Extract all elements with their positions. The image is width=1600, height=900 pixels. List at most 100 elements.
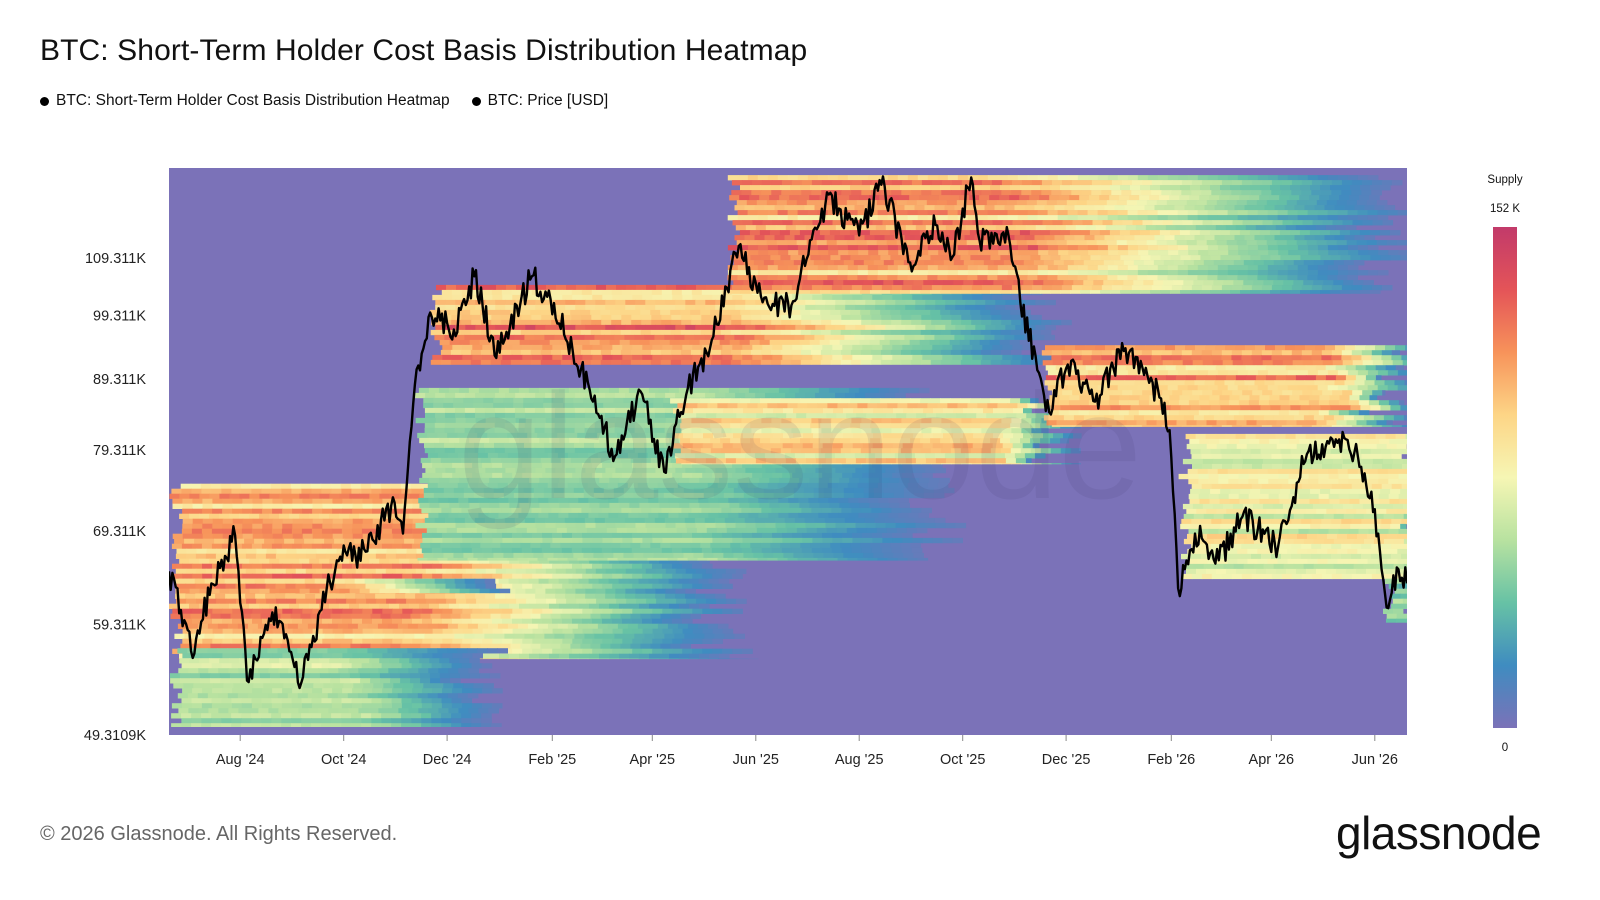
heatmap-cell [332, 688, 343, 694]
heatmap-cell [321, 698, 333, 704]
heatmap-cell [242, 533, 254, 539]
heatmap-cell [631, 289, 643, 296]
heatmap-cell [422, 462, 433, 469]
heatmap-cell [197, 648, 208, 654]
heatmap-cell [552, 618, 563, 624]
heatmap-cell [619, 653, 630, 659]
heatmap-cell [506, 598, 517, 604]
heatmap-cell [681, 314, 692, 321]
heatmap-cell [506, 284, 517, 291]
heatmap-cell [790, 542, 801, 549]
heatmap-cell [331, 488, 342, 494]
heatmap-cell [180, 613, 192, 619]
legend-item-price[interactable]: BTC: Price [USD] [471, 92, 608, 110]
heatmap-cell [788, 387, 800, 394]
heatmap-cell [311, 528, 323, 534]
heatmap-cell [262, 618, 273, 624]
heatmap-cell [503, 487, 515, 494]
heatmap-cell [315, 568, 327, 574]
heatmap-cell [562, 628, 574, 634]
heatmap-cell [658, 387, 670, 394]
heatmap-cell [995, 324, 1006, 331]
heatmap-cell [945, 299, 956, 306]
heatmap-cell [332, 518, 344, 524]
heatmap-cell [657, 557, 669, 561]
heatmap-cell [503, 552, 514, 559]
heatmap-cell [392, 608, 403, 614]
heatmap-cell [625, 588, 636, 594]
heatmap-cell [352, 688, 363, 694]
legend-item-heatmap[interactable]: BTC: Short-Term Holder Cost Basis Distri… [40, 92, 450, 110]
heatmap-cell [246, 548, 258, 554]
heatmap-cell [892, 472, 903, 479]
heatmap-cell [863, 552, 874, 559]
heatmap-cell [271, 718, 282, 724]
heatmap-cell [751, 319, 762, 326]
heatmap-cell [261, 718, 272, 724]
heatmap-cell [751, 314, 762, 321]
heatmap-cell [182, 573, 193, 579]
heatmap-cell [223, 683, 234, 689]
heatmap-cell [474, 578, 486, 584]
heatmap-cell [340, 483, 352, 489]
heatmap-cell [484, 422, 496, 429]
heatmap-cell [444, 442, 455, 449]
heatmap-cell [675, 588, 686, 594]
heatmap-cell [695, 522, 707, 529]
heatmap-cell [489, 437, 500, 444]
heatmap-cell [390, 483, 402, 489]
heatmap-cell [572, 638, 583, 644]
heatmap-cell [985, 324, 996, 331]
heatmap-cell [726, 598, 737, 604]
heatmap-cell [941, 314, 952, 321]
heatmap-cell [795, 467, 806, 474]
heatmap-cell [583, 492, 595, 499]
heatmap-cell [434, 578, 446, 584]
heatmap-cell [296, 548, 308, 554]
heatmap-cell [344, 538, 355, 544]
heatmap-cell [575, 568, 587, 574]
heatmap-cell [572, 628, 584, 634]
heatmap-cell [900, 329, 912, 336]
heatmap-cell [477, 482, 489, 489]
heatmap-cell [175, 568, 187, 574]
heatmap-cell [268, 708, 279, 714]
heatmap-cell [675, 392, 686, 399]
heatmap-cell [421, 698, 433, 704]
heatmap-cell [664, 633, 675, 639]
heatmap-cell [722, 462, 733, 469]
heatmap-cell [462, 638, 473, 644]
heatmap-cell [545, 467, 556, 474]
heatmap-cell [915, 467, 926, 474]
heatmap-cell [887, 482, 899, 489]
heatmap-cell [945, 522, 957, 529]
heatmap-cell [499, 588, 511, 594]
heatmap-cell [262, 573, 273, 579]
heatmap-cell [702, 573, 713, 579]
heatmap-cell [563, 487, 575, 494]
heatmap-cell [510, 329, 522, 336]
heatmap-cell [542, 583, 553, 589]
heatmap-cell [467, 482, 479, 489]
heatmap-cell [659, 603, 670, 609]
heatmap-cell [302, 563, 313, 569]
heatmap-cell [257, 648, 268, 654]
heatmap-cell [482, 628, 494, 634]
heatmap-cell [617, 557, 629, 561]
heatmap-cell [893, 487, 905, 494]
heatmap-cell [558, 512, 569, 519]
heatmap-cell [796, 527, 808, 534]
heatmap-cell [690, 329, 702, 336]
heatmap-cell [897, 557, 909, 561]
heatmap-cell [592, 608, 603, 614]
heatmap-cell [501, 507, 512, 514]
heatmap-cell [541, 507, 552, 514]
heatmap-cell [494, 517, 506, 524]
heatmap-cell [452, 537, 463, 544]
heatmap-cell [631, 547, 643, 554]
heatmap-cell [432, 653, 443, 659]
heatmap-cell [530, 643, 541, 649]
heatmap-cell [918, 387, 930, 394]
heatmap-cell [346, 598, 357, 604]
